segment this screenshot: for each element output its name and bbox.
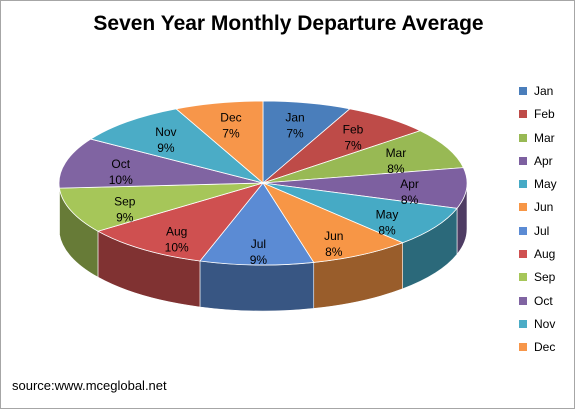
slice-label-jun: Jun [324, 229, 343, 243]
legend-label: Apr [534, 152, 553, 170]
legend-item-feb: Feb [519, 105, 569, 128]
slice-label-apr: Apr [400, 177, 419, 191]
legend-item-apr: Apr [519, 152, 569, 175]
legend-label: Jul [534, 222, 549, 240]
legend-item-sep: Sep [519, 268, 569, 291]
source-note: source:www.mceglobal.net [12, 378, 167, 393]
legend-item-jun: Jun [519, 198, 569, 221]
slice-label-dec: Dec [220, 111, 241, 125]
slice-value-jun: 8% [325, 245, 343, 259]
legend-label: Aug [534, 245, 555, 263]
slice-label-oct: Oct [111, 157, 130, 171]
slice-label-may: May [376, 207, 399, 221]
legend-label: Oct [534, 292, 553, 310]
legend-swatch [519, 203, 527, 211]
legend-item-may: May [519, 175, 569, 198]
slice-value-feb: 7% [344, 138, 362, 152]
legend-item-jul: Jul [519, 222, 569, 245]
slice-value-jul: 9% [250, 253, 268, 267]
legend-item-aug: Aug [519, 245, 569, 268]
legend-label: May [534, 175, 557, 193]
legend-swatch [519, 273, 527, 281]
legend-item-dec: Dec [519, 338, 569, 361]
slice-value-mar: 8% [387, 162, 405, 176]
legend-swatch [519, 297, 527, 305]
slice-value-apr: 8% [401, 193, 419, 207]
slice-value-dec: 7% [222, 127, 240, 141]
slice-value-sep: 9% [116, 211, 134, 225]
legend-swatch [519, 227, 527, 235]
legend-label: Nov [534, 315, 555, 333]
legend-label: Sep [534, 268, 555, 286]
slice-side-jul [200, 261, 314, 311]
legend-label: Dec [534, 338, 555, 356]
legend-swatch [519, 110, 527, 118]
slice-value-nov: 9% [157, 141, 175, 155]
legend-swatch [519, 320, 527, 328]
legend-label: Jan [534, 82, 553, 100]
legend-label: Mar [534, 129, 555, 147]
slice-label-sep: Sep [114, 195, 136, 209]
legend-swatch [519, 157, 527, 165]
slice-value-jan: 7% [286, 127, 304, 141]
slice-label-jan: Jan [285, 111, 304, 125]
legend: Jan Feb Mar Apr May Jun Jul Aug Sep Oct Nov Dec [519, 82, 569, 362]
legend-swatch [519, 87, 527, 95]
slice-label-mar: Mar [386, 146, 407, 160]
legend-swatch [519, 343, 527, 351]
legend-label: Feb [534, 105, 555, 123]
slice-value-may: 8% [378, 223, 396, 237]
legend-swatch [519, 180, 527, 188]
slice-label-jul: Jul [251, 237, 266, 251]
slice-label-nov: Nov [155, 125, 176, 139]
slice-label-feb: Feb [343, 122, 364, 136]
slice-label-aug: Aug [166, 225, 187, 239]
legend-item-oct: Oct [519, 292, 569, 315]
legend-item-nov: Nov [519, 315, 569, 338]
slice-value-aug: 10% [165, 241, 189, 255]
legend-label: Jun [534, 198, 553, 216]
legend-item-jan: Jan [519, 82, 569, 105]
legend-swatch [519, 134, 527, 142]
legend-item-mar: Mar [519, 129, 569, 152]
legend-swatch [519, 250, 527, 258]
slice-value-oct: 10% [109, 173, 133, 187]
